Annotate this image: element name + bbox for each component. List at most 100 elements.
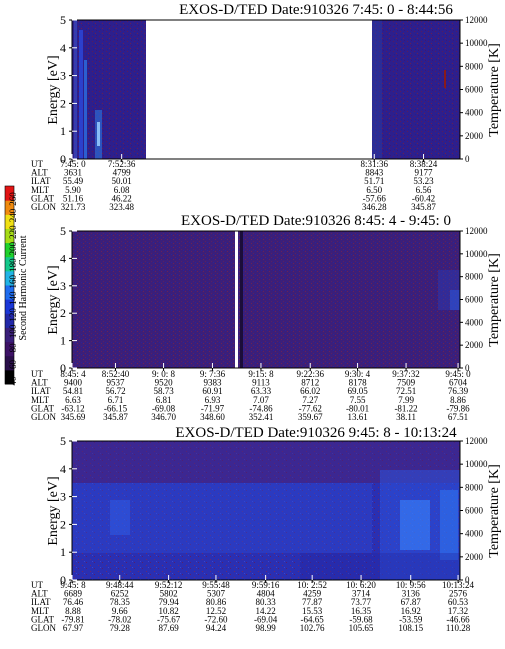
panel-3-cell: 94.24	[206, 623, 227, 633]
panel-3-cell: 5307	[207, 589, 226, 599]
panel-2-y2tick-label: 0	[465, 363, 470, 373]
panel-1-row-label: GLAT	[31, 193, 54, 203]
panel-2-cell: 7509	[397, 378, 416, 388]
panel-3-ytick-label: 5	[60, 434, 66, 448]
panel-3-row-label: ALT	[31, 589, 48, 599]
panel-3-cell: 108.15	[398, 623, 423, 633]
panel-3-cell: 9:52:12	[155, 580, 183, 590]
panel-2-cell: 7.07	[253, 395, 269, 405]
panel-2-cell: 6704	[449, 378, 468, 388]
panel-2-cell: -79.86	[446, 403, 470, 413]
colorbar-tick-label: 260	[8, 192, 18, 206]
colorbar-swatch	[5, 228, 14, 244]
panel-2-heatmap	[72, 231, 460, 368]
panel-3-cell: -59.68	[349, 614, 373, 624]
panel-1-cell: 6.50	[366, 185, 382, 195]
panel-3-ytick-label: 0	[60, 573, 66, 587]
panel-2-cell: 9383	[203, 378, 222, 388]
panel-1-y2tick-label: 4000	[465, 108, 484, 118]
panel-3-ylabel: Energy [eV]	[46, 476, 61, 545]
panel-2-cell: 9537	[106, 378, 125, 388]
panel-1-cell: 6.56	[416, 185, 432, 195]
panel-1-row-label: ALT	[31, 168, 48, 178]
panel-1-ytick-label: 5	[60, 13, 66, 27]
panel-2-cell: 6.71	[108, 395, 124, 405]
panel-3-cell: 8.88	[65, 606, 81, 616]
panel-2-cell: 9:30: 4	[345, 369, 371, 379]
panel-3-row-label: UT	[31, 580, 43, 590]
panel-1-y2tick-label: 0	[465, 154, 470, 164]
panel-2-cell: 9520	[155, 378, 174, 388]
panel-3-cell: 4804	[257, 589, 276, 599]
panel-3-cell: 4259	[303, 589, 322, 599]
panel-1-cell: 7:52:36	[108, 159, 136, 169]
panel-1-cell: 346.28	[362, 202, 387, 212]
panel-2-cell: 13.61	[347, 412, 367, 422]
panel-3-cell: 9:45: 8	[60, 580, 86, 590]
panel-2-cell: 38.11	[396, 412, 416, 422]
panel-2-cell: 345.69	[61, 412, 86, 422]
panel-1-y2tick-label: 6000	[465, 85, 484, 95]
panel-3-cell: 67.87	[401, 597, 422, 607]
panel-1-ylabel: Energy [eV]	[46, 55, 61, 124]
panel-3-ytick-label: 4	[60, 462, 66, 476]
panel-2-cell: 7.55	[350, 395, 366, 405]
panel-3-cell: 10: 6:20	[346, 580, 376, 590]
panel-3-cell: 9:48:44	[106, 580, 134, 590]
colorbar-tick-label: 140	[8, 291, 18, 305]
panel-3-cell: 16.92	[401, 606, 421, 616]
panel-3-y2tick-label: 0	[465, 575, 470, 585]
panel-2-cell: 8178	[349, 378, 368, 388]
panel-3-row-label: GLAT	[31, 614, 54, 624]
panel-3-cell: -75.67	[157, 614, 181, 624]
colorbar-tick-label: 180	[8, 258, 18, 272]
panel-3-ticks: 0 1 2 3 4 5 0 2000 4000 6000 8000 10000 12000	[60, 434, 488, 587]
panel-2-y2tick-label: 4000	[465, 317, 484, 327]
panel-3-cell: 2576	[449, 589, 468, 599]
panel-3-cell: 10:13:24	[442, 580, 475, 590]
panel-3-cell: 76.46	[63, 597, 84, 607]
panel-1-cell: 46.22	[112, 193, 132, 203]
colorbar-swatch	[5, 256, 14, 272]
panel-1-cell: 9177	[415, 168, 434, 178]
panel-3-cell: 98.99	[255, 623, 276, 633]
panel-2-cell: 8712	[301, 378, 319, 388]
colorbar-swatch	[5, 186, 14, 201]
panel-3-heatmap	[72, 441, 460, 580]
colorbar-tick-label: 220	[8, 225, 18, 239]
panel-2-cell: 9:22:36	[296, 369, 324, 379]
colorbar-swatch	[5, 327, 14, 343]
panel-1-heatmap	[72, 20, 460, 159]
panel-1-ytick-label: 1	[60, 124, 66, 138]
panel-1-cell: 51.71	[364, 176, 384, 186]
colorbar-swatch	[5, 214, 14, 229]
panel-2-cell: 6.81	[156, 395, 172, 405]
panel-3-cell: 73.77	[351, 597, 372, 607]
panel-3-cell: -69.04	[254, 614, 278, 624]
panel-2-cell: 69.05	[347, 386, 368, 396]
panel-1-ytick-label: 2	[60, 96, 66, 110]
panel-3-row-label: ILAT	[31, 597, 51, 607]
colorbar-tick-label: 160	[8, 274, 18, 288]
colorbar-tick-label: 200	[8, 241, 18, 255]
panel-3-cell: 80.86	[206, 597, 227, 607]
panel-3-cell: 10.82	[158, 606, 178, 616]
panel-1-title: EXOS-D/TED Date:910326 7:45: 0 - 8:44:56	[179, 2, 453, 18]
panel-2-ytick-label: 4	[60, 251, 66, 265]
colorbar-swatch	[5, 313, 14, 328]
panel-1-cell: 4799	[113, 168, 132, 178]
panel-3-cell: 67.97	[63, 623, 84, 633]
panel-2-y2tick-label: 12000	[465, 226, 488, 236]
panel-2-cell: 352.41	[249, 412, 274, 422]
panel-2-cell: 9: 0: 8	[152, 369, 176, 379]
colorbar-swatch	[5, 285, 14, 300]
panel-2-row-label: GLON	[31, 412, 56, 422]
colorbar-tick-label: 40	[8, 376, 18, 386]
panel-2-cell: 9113	[252, 378, 270, 388]
panel-2: EXOS-D/TED Date:910326 8:45: 4 - 9:45: 0…	[31, 213, 502, 422]
panel-1-cell: 323.48	[109, 202, 134, 212]
colorbar-swatch	[5, 200, 14, 215]
panel-2-row-label: ILAT	[31, 386, 51, 396]
